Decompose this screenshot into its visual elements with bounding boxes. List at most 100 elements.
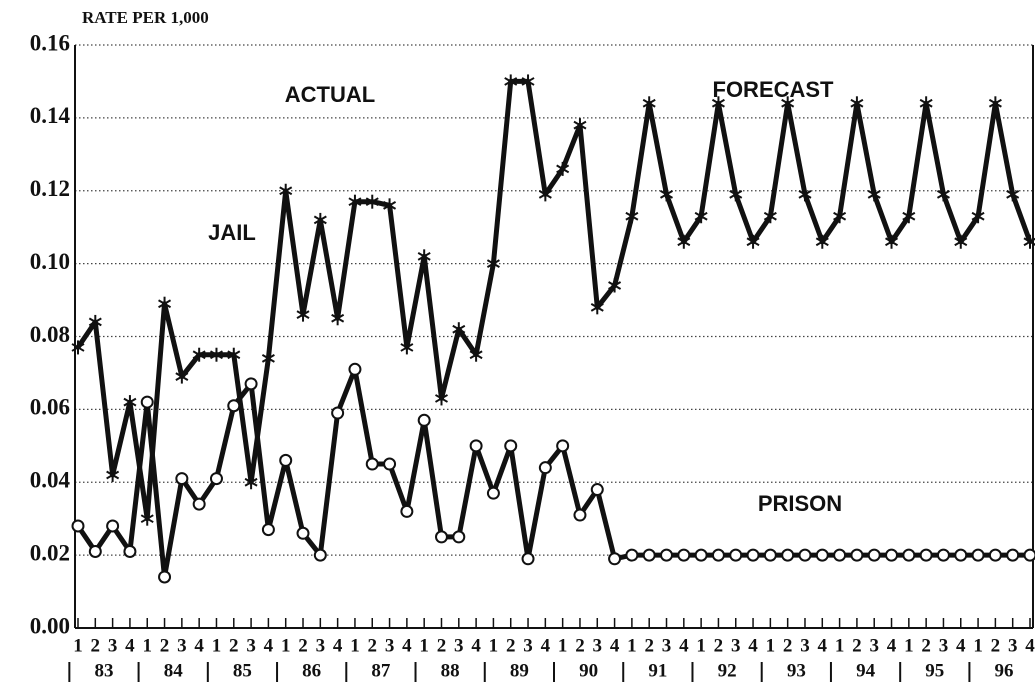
point xyxy=(434,391,448,406)
point xyxy=(573,118,587,133)
point xyxy=(781,96,795,111)
point xyxy=(140,395,154,409)
point xyxy=(538,187,552,202)
point xyxy=(383,457,397,471)
year-label: 94 xyxy=(856,660,876,681)
x-tick-label: 1 xyxy=(766,635,776,656)
x-tick-label: 1 xyxy=(558,635,568,656)
point-stroke xyxy=(746,237,760,247)
x-tick-label: 4 xyxy=(125,635,135,656)
year-label: 87 xyxy=(371,660,391,681)
point xyxy=(660,187,674,202)
year-label: 95 xyxy=(925,660,944,681)
point xyxy=(1006,548,1020,562)
point-stroke xyxy=(694,211,708,221)
year-label: 91 xyxy=(648,660,667,681)
point xyxy=(227,347,241,362)
year-label: 83 xyxy=(94,660,113,681)
x-tick-label: 1 xyxy=(696,635,706,656)
point-stroke xyxy=(521,77,535,86)
point-stroke xyxy=(711,98,725,108)
point xyxy=(763,209,777,224)
point xyxy=(209,472,223,486)
point xyxy=(971,209,985,224)
year-label: 88 xyxy=(441,660,460,681)
point xyxy=(417,249,431,264)
x-tick-label: 4 xyxy=(956,635,966,656)
y-tick-label: 0.14 xyxy=(30,103,71,128)
point-stroke xyxy=(469,350,483,360)
point-stroke xyxy=(383,200,397,210)
point xyxy=(504,74,518,89)
x-tick-label: 3 xyxy=(869,635,879,656)
point-stroke xyxy=(885,237,899,247)
point xyxy=(590,483,604,497)
year-label: 92 xyxy=(718,660,737,681)
point xyxy=(781,548,795,562)
point xyxy=(313,548,327,562)
y-tick-label: 0.06 xyxy=(30,395,70,420)
point xyxy=(417,413,431,427)
point-stroke xyxy=(106,470,120,480)
x-tick-label: 1 xyxy=(281,635,291,656)
x-tick-label: 3 xyxy=(523,635,533,656)
annotation: PRISON xyxy=(758,491,842,516)
x-tick-label: 3 xyxy=(385,635,395,656)
point xyxy=(711,96,725,111)
point xyxy=(192,347,206,362)
y-tick-label: 0.12 xyxy=(30,176,70,201)
point xyxy=(158,296,172,311)
point xyxy=(694,548,708,562)
point-stroke xyxy=(279,186,293,196)
point xyxy=(348,194,362,209)
point xyxy=(244,377,258,391)
point-stroke xyxy=(400,343,414,352)
point xyxy=(936,548,950,562)
x-tick-label: 3 xyxy=(246,635,256,656)
point xyxy=(833,548,847,562)
year-label: 86 xyxy=(302,660,321,681)
x-tick-label: 2 xyxy=(368,635,378,656)
point xyxy=(279,183,293,198)
point xyxy=(71,340,85,355)
y-tick-label: 0.04 xyxy=(30,468,71,493)
point xyxy=(694,209,708,224)
point xyxy=(608,552,622,566)
annotation: ACTUAL xyxy=(285,82,375,107)
point-stroke xyxy=(590,302,604,312)
point xyxy=(590,300,604,315)
point xyxy=(711,548,725,562)
point-stroke xyxy=(1006,190,1020,199)
point xyxy=(88,544,102,558)
point-stroke xyxy=(850,98,864,108)
point xyxy=(677,234,691,249)
year-label: 85 xyxy=(233,660,252,681)
x-tick-label: 1 xyxy=(904,635,914,656)
point-stroke xyxy=(729,190,743,199)
point xyxy=(365,194,379,209)
x-tick-label: 2 xyxy=(91,635,101,656)
x-tick-label: 2 xyxy=(714,635,724,656)
x-tick-label: 4 xyxy=(194,635,204,656)
point xyxy=(625,209,639,224)
point xyxy=(746,234,760,249)
point xyxy=(227,399,241,413)
point-stroke xyxy=(971,211,985,221)
x-tick-label: 2 xyxy=(506,635,516,656)
x-tick-label: 2 xyxy=(298,635,308,656)
x-tick-label: 3 xyxy=(731,635,741,656)
point-stroke xyxy=(504,77,518,86)
year-label: 96 xyxy=(995,660,1014,681)
point xyxy=(954,234,968,249)
point xyxy=(348,362,362,376)
point xyxy=(521,74,535,89)
x-tick-label: 2 xyxy=(921,635,931,656)
x-tick-label: 1 xyxy=(350,635,360,656)
point xyxy=(867,187,881,202)
x-tick-label: 2 xyxy=(991,635,1001,656)
point xyxy=(175,472,189,486)
point-stroke xyxy=(158,299,172,309)
point xyxy=(798,548,812,562)
x-tick-label: 2 xyxy=(437,635,447,656)
point xyxy=(850,96,864,111)
